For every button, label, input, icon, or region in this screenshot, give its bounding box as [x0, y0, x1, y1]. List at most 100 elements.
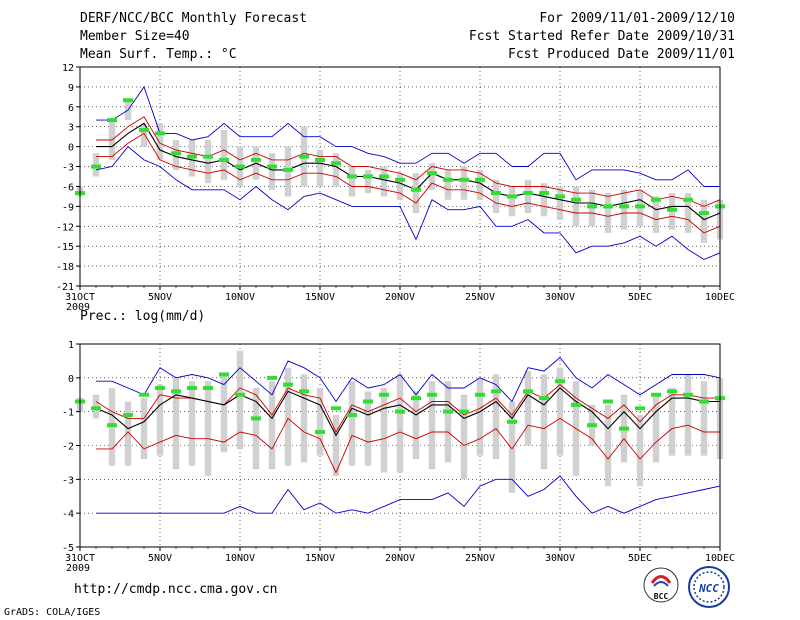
chart2-spread-box	[156, 384, 164, 456]
chart1-observed-mark	[123, 98, 133, 103]
member-size: Member Size=40	[80, 29, 190, 44]
chart1-spread-box	[140, 123, 148, 147]
chart1-observed-mark	[443, 177, 453, 182]
chart2-ytick-label: -1	[62, 408, 74, 419]
chart1-xtick-label: 25NOV	[465, 292, 495, 303]
chart1-observed-mark	[459, 177, 469, 182]
chart1-ensemble-mean-line	[96, 122, 721, 221]
temp-chart-title: Mean Surf. Temp.: °C	[80, 47, 237, 62]
chart1-observed-mark	[699, 211, 709, 215]
chart2-observed-mark	[379, 392, 389, 397]
chart2-xtick-label: 31OCT	[65, 553, 95, 564]
chart2-xtick-label: 20NOV	[385, 553, 415, 564]
chart2-spread-box	[284, 367, 292, 466]
chart1-spread-box	[556, 186, 564, 220]
chart2-observed-mark	[587, 423, 597, 428]
chart1-observed-mark	[587, 204, 597, 209]
chart1-spread-box	[444, 169, 452, 200]
chart2-xtick-label: 10NOV	[225, 553, 255, 564]
chart1-observed-mark	[427, 171, 437, 176]
chart2-observed-mark	[651, 392, 661, 397]
chart1-observed-mark	[155, 131, 165, 136]
chart2-spread-box	[604, 404, 612, 487]
chart1-spread-box	[268, 153, 276, 190]
chart2-observed-mark	[427, 392, 437, 397]
chart1-observed-mark	[187, 154, 197, 159]
chart2-spread-box	[236, 350, 244, 449]
chart1-observed-mark	[219, 157, 229, 162]
chart2-spread-box	[396, 374, 404, 473]
chart1-spread-box	[492, 179, 500, 213]
chart2-spread-box	[188, 381, 196, 466]
chart1-ytick-label: -21	[56, 282, 74, 293]
chart2-spread-box	[348, 381, 356, 466]
chart2-xtick-label: 25NOV	[465, 553, 495, 564]
chart2-observed-mark	[139, 392, 149, 397]
chart1-observed-mark	[331, 161, 341, 166]
chart2-spread-box	[476, 377, 484, 456]
grads-credit: GrADS: COLA/IGES	[4, 607, 101, 618]
chart2-xtick-label: 15NOV	[305, 553, 335, 564]
chart2-spread-box	[540, 374, 548, 470]
chart1-xtick-label: 20NOV	[385, 292, 415, 303]
chart2-spread-lower-line	[96, 417, 720, 474]
chart1-spread-box	[332, 153, 340, 187]
chart1-ytick-label: 6	[68, 103, 74, 114]
chart1-ytick-label: -9	[62, 202, 74, 213]
fcst-started-date: Fcst Started Refer Date 2009/10/31	[468, 29, 735, 44]
chart1-spread-box	[652, 196, 660, 233]
chart1-observed-mark	[203, 154, 213, 159]
chart1-observed-mark	[555, 194, 565, 199]
chart2-observed-mark	[523, 389, 533, 394]
chart2-observed-mark	[699, 399, 709, 404]
chart1-spread-box	[396, 173, 404, 200]
chart1-observed-mark	[635, 204, 645, 209]
chart2-ytick-label: -4	[62, 509, 74, 520]
chart1-observed-mark	[475, 177, 485, 182]
chart2-observed-mark	[155, 385, 165, 390]
chart1-spread-box	[524, 179, 532, 213]
chart1-ytick-label: -18	[56, 262, 74, 273]
chart1-observed-mark	[107, 118, 117, 123]
chart2-observed-mark	[315, 429, 325, 434]
chart1-observed-mark	[395, 177, 405, 182]
chart1-ytick-label: 0	[68, 143, 74, 154]
fcst-produced-date: Fcst Produced Date 2009/11/01	[508, 47, 735, 62]
chart2-spread-box	[412, 391, 420, 460]
chart1-observed-mark	[603, 204, 613, 209]
chart2-observed-mark	[219, 372, 229, 377]
chart2-ytick-label: -5	[62, 543, 74, 554]
chart2-spread-box	[364, 391, 372, 466]
chart1-spread-lower-line	[96, 132, 721, 234]
chart1-ytick-label: 12	[62, 63, 74, 74]
chart2-observed-mark	[555, 379, 565, 384]
chart1-spread-box	[348, 166, 356, 197]
chart2-ensemble-max-line	[96, 356, 721, 403]
chart2-spread-box	[172, 377, 180, 470]
chart2-spread-box	[124, 401, 132, 466]
chart1-observed-mark	[539, 191, 549, 196]
chart1-spread-box	[156, 123, 164, 160]
chart1-ytick-label: -12	[56, 222, 74, 233]
chart1-ytick-label: -6	[62, 182, 74, 193]
chart2-spread-box	[700, 381, 708, 456]
chart1-observed-mark	[91, 164, 101, 169]
chart2-observed-mark	[571, 402, 581, 407]
chart1-spread-box	[364, 169, 372, 194]
chart2-xtick-label: 5NOV	[148, 553, 172, 564]
chart1-observed-mark	[411, 187, 421, 192]
chart1-spread-box	[412, 173, 420, 213]
chart2-observed-mark	[363, 399, 373, 404]
chart1-spread-box	[476, 169, 484, 200]
chart2-spread-box	[556, 367, 564, 456]
chart1-observed-mark	[491, 191, 501, 196]
chart2-spread-box	[268, 381, 276, 470]
chart2-spread-box	[300, 374, 308, 463]
chart1-observed-mark	[667, 207, 677, 212]
chart2-spread-box	[652, 394, 660, 463]
chart2-spread-box	[492, 374, 500, 460]
footer-url[interactable]: http://cmdp.ncc.cma.gov.cn	[74, 582, 278, 597]
chart2-ensemble-mean-line	[95, 387, 720, 437]
chart1-observed-mark	[651, 197, 661, 202]
chart1-observed-mark	[235, 164, 245, 169]
